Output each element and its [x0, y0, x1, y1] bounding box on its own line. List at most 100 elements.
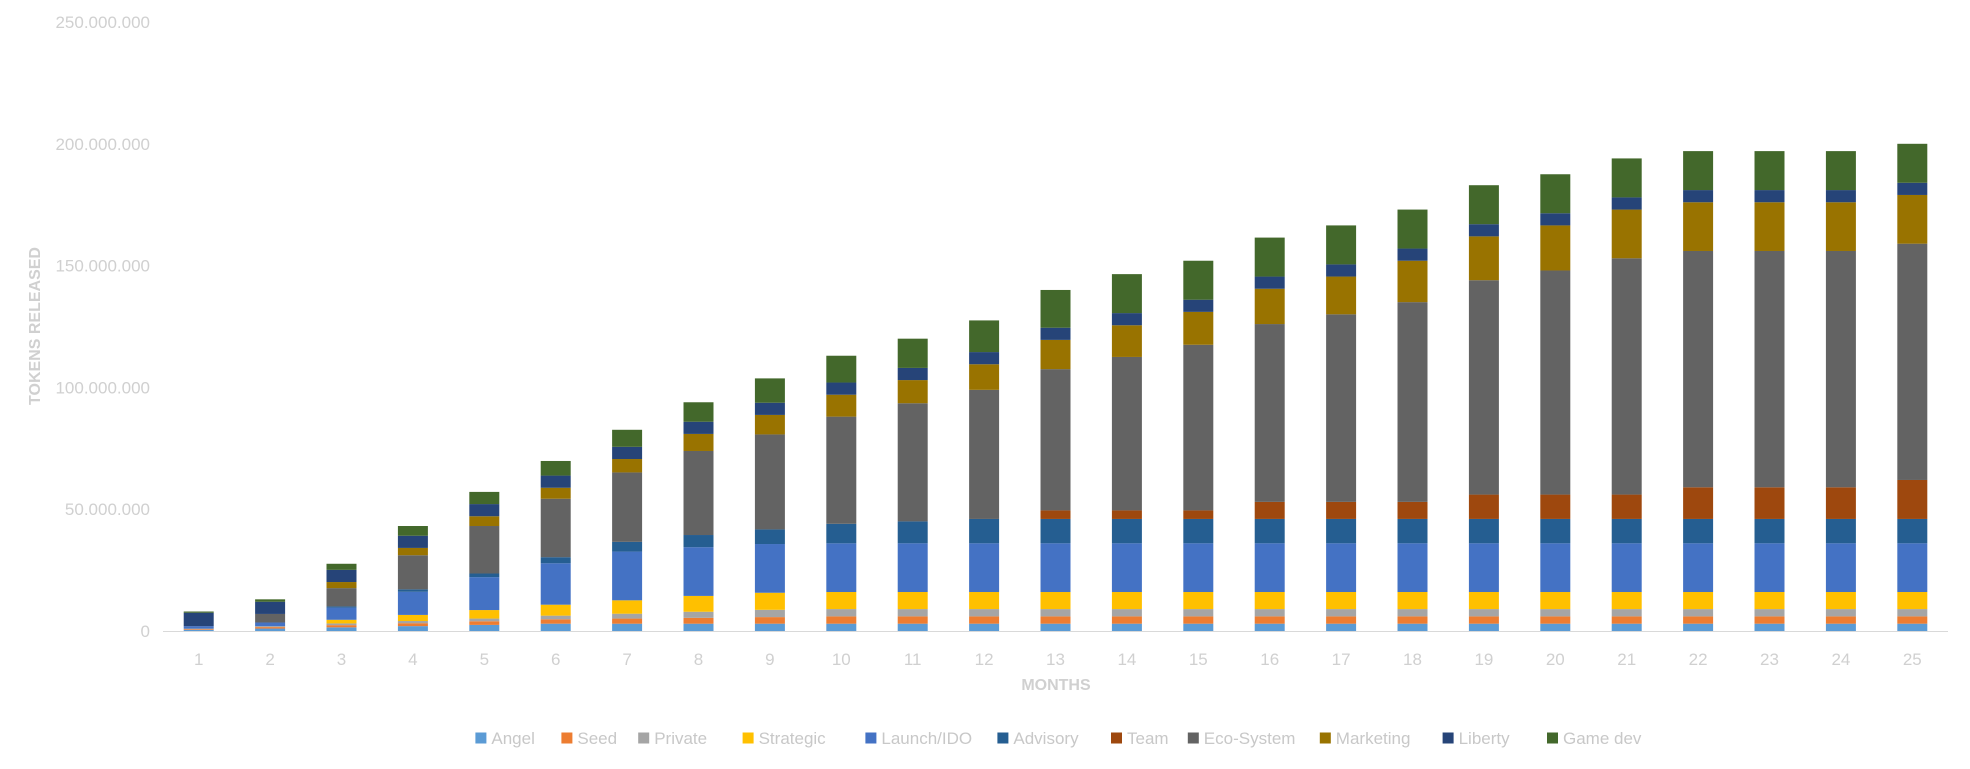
bar-segment-angel [1825, 623, 1856, 631]
bar-segment-eco-system [255, 613, 286, 623]
bar-segment-game-dev [826, 355, 857, 383]
bars [183, 143, 1928, 631]
bar-segment-marketing [754, 414, 785, 435]
y-tick-label: 50.000.000 [65, 500, 150, 519]
bar-segment-seed [612, 618, 643, 624]
bar-segment-marketing [469, 516, 500, 526]
bar-segment-eco-system [326, 588, 357, 607]
bar-segment-private [1897, 609, 1928, 617]
bar-segment-seed [683, 617, 714, 624]
bar-stack-month-19 [1468, 185, 1499, 631]
legend-label: Angel [491, 729, 534, 748]
bar-segment-private [469, 618, 500, 622]
bar-segment-strategic [1397, 592, 1428, 610]
bar-segment-eco-system [1540, 270, 1571, 495]
bar-segment-marketing [1183, 311, 1214, 345]
bar-segment-seed [255, 627, 286, 629]
bar-segment-liberty [1897, 182, 1928, 195]
bar-segment-seed [540, 619, 571, 624]
bar-segment-liberty [683, 421, 714, 434]
bar-segment-advisory [754, 529, 785, 545]
bar-stack-month-9 [754, 378, 785, 631]
bar-segment-angel [1111, 623, 1142, 631]
bar-segment-private [683, 611, 714, 618]
bar-segment-eco-system [1397, 302, 1428, 502]
bar-segment-marketing [897, 380, 928, 404]
bar-segment-liberty [612, 446, 643, 460]
bar-stack-month-16 [1254, 237, 1285, 631]
x-tick-label: 11 [904, 650, 922, 669]
bar-segment-angel [1897, 623, 1928, 631]
legend-swatch [561, 732, 573, 744]
bar-segment-strategic [1683, 592, 1714, 610]
bar-segment-private [1111, 609, 1142, 617]
bar-segment-angel [183, 629, 214, 631]
x-tick-label: 3 [337, 650, 346, 669]
bar-segment-seed [1825, 616, 1856, 624]
bar-segment-game-dev [1183, 260, 1214, 300]
bar-segment-game-dev [1611, 158, 1642, 198]
bar-segment-team [1683, 487, 1714, 519]
legend-label: Team [1127, 729, 1169, 748]
bar-segment-launch-ido [1326, 543, 1357, 593]
bar-segment-strategic [1897, 592, 1928, 610]
bar-segment-angel [1468, 623, 1499, 631]
bar-segment-launch-ido [255, 622, 286, 627]
legend-item: Game dev [1547, 729, 1642, 748]
bar-segment-liberty [1825, 190, 1856, 203]
bar-segment-advisory [1611, 518, 1642, 544]
legend-label: Advisory [1013, 729, 1079, 748]
bar-segment-advisory [1397, 518, 1428, 544]
bar-segment-liberty [754, 402, 785, 415]
bar-segment-advisory [1683, 518, 1714, 544]
bar-segment-seed [1254, 616, 1285, 624]
bar-segment-strategic [1326, 592, 1357, 610]
bar-segment-eco-system [1754, 250, 1785, 488]
x-tick-label: 15 [1189, 650, 1208, 669]
bar-segment-liberty [897, 367, 928, 381]
bar-segment-eco-system [1254, 324, 1285, 502]
bar-segment-team [1468, 494, 1499, 519]
bar-segment-strategic [1111, 592, 1142, 610]
bar-segment-game-dev [897, 338, 928, 368]
bar-segment-launch-ido [183, 626, 214, 629]
bar-segment-private [255, 626, 286, 628]
y-tick-label: 100.000.000 [55, 378, 150, 397]
bar-segment-marketing [969, 364, 1000, 390]
bar-segment-advisory [1254, 518, 1285, 544]
bar-segment-eco-system [1825, 250, 1856, 488]
bar-segment-private [1183, 609, 1214, 617]
bar-segment-liberty [397, 535, 428, 548]
bar-segment-angel [969, 623, 1000, 631]
bar-segment-strategic [1040, 592, 1071, 610]
bar-segment-marketing [1254, 288, 1285, 325]
bar-segment-seed [897, 616, 928, 624]
bar-segment-game-dev [1111, 274, 1142, 314]
bar-segment-advisory [1183, 518, 1214, 544]
bar-segment-private [1540, 609, 1571, 617]
y-tick-label: 200.000.000 [55, 135, 150, 154]
bar-stack-month-18 [1397, 209, 1428, 631]
bar-segment-marketing [1683, 202, 1714, 251]
bar-segment-strategic [1254, 592, 1285, 610]
bar-segment-marketing [826, 394, 857, 417]
bar-segment-angel [540, 623, 571, 631]
bar-segment-eco-system [612, 472, 643, 542]
bar-segment-team [1326, 501, 1357, 519]
x-tick-label: 8 [694, 650, 703, 669]
bar-segment-seed [969, 616, 1000, 624]
bar-stack-month-8 [683, 402, 714, 631]
legend-item: Liberty [1442, 729, 1510, 748]
bar-segment-liberty [826, 382, 857, 395]
bar-segment-marketing [397, 547, 428, 556]
bar-segment-launch-ido [1540, 543, 1571, 593]
bar-segment-angel [754, 623, 785, 631]
x-tick-label: 1 [194, 650, 203, 669]
bar-segment-launch-ido [1183, 543, 1214, 593]
bar-segment-liberty [1254, 276, 1285, 289]
bar-segment-launch-ido [326, 607, 357, 620]
x-tick-label: 9 [765, 650, 774, 669]
x-tick-label: 7 [622, 650, 631, 669]
bar-segment-advisory [1326, 518, 1357, 544]
y-axis: 0 50.000.000 100.000.000 150.000.000 200.000… [55, 13, 150, 641]
